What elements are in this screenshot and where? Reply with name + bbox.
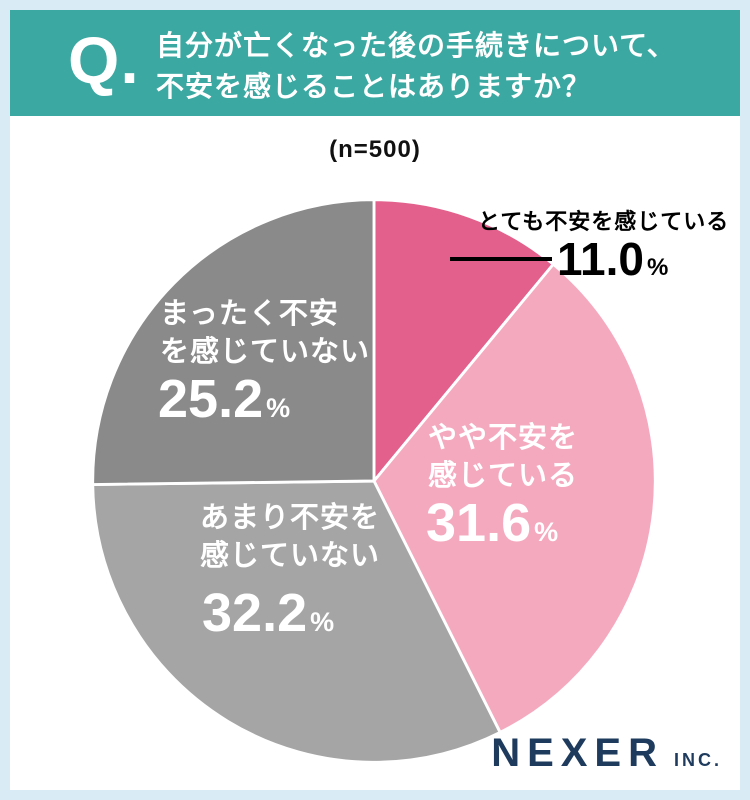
pie-slice-3	[91, 198, 376, 486]
percent-number: 32.2	[202, 583, 308, 643]
pie-slice-0	[372, 198, 555, 483]
slice-value-yaya: 31.6%	[426, 492, 558, 554]
slice-label-mattaku: まったく不安 を感じていない	[160, 298, 371, 368]
sample-size-label: (n=500)	[329, 136, 421, 163]
percent-number: 31.6	[426, 493, 532, 553]
leader-line	[450, 257, 552, 261]
question-text: 自分が亡くなった後の手続きについて、 不安を感じることはありますか？	[156, 30, 676, 102]
percent-value-yaya: 31.6%	[426, 493, 558, 553]
slice-value-amari: 32.2%	[202, 582, 334, 644]
question-header: Q. 自分が亡くなった後の手続きについて、 不安を感じることはありますか？	[10, 10, 740, 116]
brand-logo: NEXER INC.	[491, 731, 722, 776]
percent-value-mattaku: 25.2%	[158, 369, 290, 429]
slice-value-mattaku: 25.2%	[158, 368, 290, 430]
slice-value-totemo: 11.0%	[450, 232, 668, 286]
pie-chart	[91, 198, 657, 764]
slice-label-totemo: とても不安を感じている	[478, 209, 730, 234]
percent-sign: %	[534, 517, 559, 547]
percent-value-amari: 32.2%	[202, 583, 334, 643]
pie-slice-2	[91, 479, 502, 764]
pie-slice-1	[372, 262, 657, 734]
percent-number: 11.0	[557, 233, 644, 285]
q-mark: Q.	[68, 23, 140, 97]
percent-sign: %	[310, 607, 335, 637]
percent-sign: %	[266, 393, 291, 423]
percent-sign: %	[647, 254, 669, 281]
brand-name: NEXER	[491, 731, 664, 775]
percent-value-totemo: 11.0%	[557, 232, 668, 286]
slice-label-yaya: やや不安を 感じている	[428, 422, 579, 492]
brand-suffix: INC.	[674, 750, 722, 770]
slice-label-amari: あまり不安を 感じていない	[200, 502, 381, 572]
percent-number: 25.2	[158, 369, 264, 429]
